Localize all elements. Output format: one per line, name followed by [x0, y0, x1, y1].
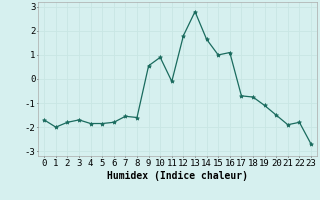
X-axis label: Humidex (Indice chaleur): Humidex (Indice chaleur) — [107, 171, 248, 181]
